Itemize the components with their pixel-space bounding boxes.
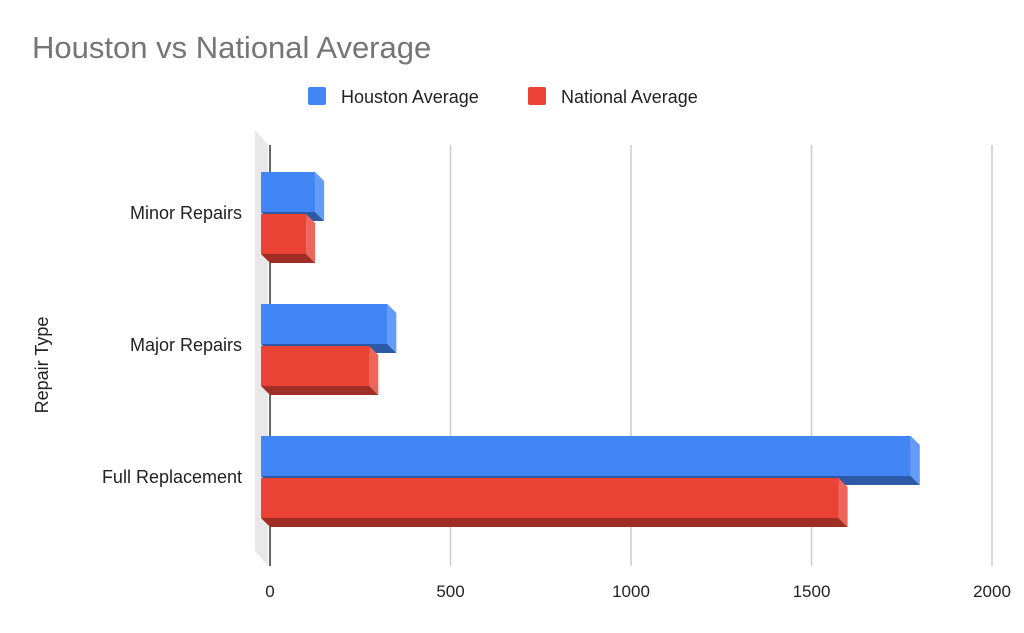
bar-bottom-face — [261, 254, 316, 263]
bars — [261, 172, 920, 527]
legend-swatch — [308, 87, 326, 105]
x-tick-label: 1500 — [793, 582, 831, 601]
chart-title: Houston vs National Average — [32, 30, 431, 65]
bar-bottom-face — [261, 386, 379, 395]
bar-houston-average — [261, 436, 920, 485]
bar-bottom-face — [261, 518, 848, 527]
bar-front-face — [261, 304, 388, 344]
category-labels: Minor Repairs Major Repairs Full Replaceme… — [102, 203, 242, 487]
bar-national-average — [261, 346, 379, 395]
bar-side-face — [387, 304, 397, 353]
x-tick-labels: 0 500 1000 1500 2000 — [265, 582, 1011, 601]
bar-side-face — [910, 436, 920, 485]
bar-front-face — [261, 172, 316, 212]
bar-houston-average — [261, 172, 325, 221]
legend-label: National Average — [561, 87, 698, 107]
bar-national-average — [261, 478, 848, 527]
bar-front-face — [261, 436, 911, 476]
x-tick-label: 1000 — [612, 582, 650, 601]
bar-side-face — [306, 214, 316, 263]
x-tick-label: 2000 — [973, 582, 1011, 601]
legend: Houston Average National Average — [308, 87, 698, 107]
bar-front-face — [261, 214, 307, 254]
bar-front-face — [261, 346, 370, 386]
category-label: Full Replacement — [102, 467, 242, 487]
category-label: Major Repairs — [130, 335, 242, 355]
x-tick-label: 0 — [265, 582, 274, 601]
x-tick-label: 500 — [436, 582, 464, 601]
bar-side-face — [838, 478, 848, 527]
bar-houston-average — [261, 304, 397, 353]
y-axis-label: Repair Type — [32, 317, 52, 414]
category-label: Minor Repairs — [130, 203, 242, 223]
legend-swatch — [528, 87, 546, 105]
bar-side-face — [369, 346, 379, 395]
legend-label: Houston Average — [341, 87, 479, 107]
bar-national-average — [261, 214, 316, 263]
bar-side-face — [315, 172, 325, 221]
bar-front-face — [261, 478, 839, 518]
